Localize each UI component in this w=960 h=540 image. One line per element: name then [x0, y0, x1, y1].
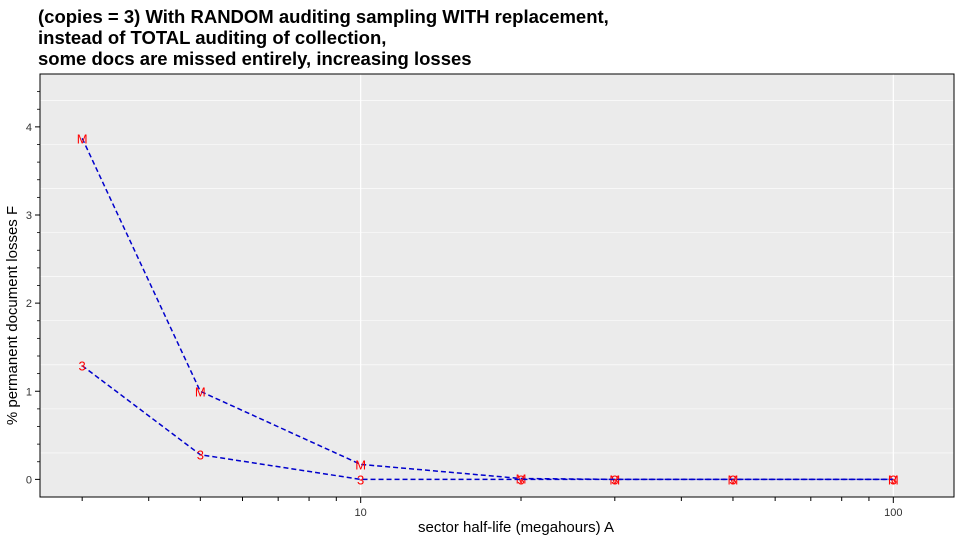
chart-title-line-1: (copies = 3) With RANDOM auditing sampli…: [38, 6, 609, 27]
series-point-label: 3: [611, 472, 618, 487]
chart-title: (copies = 3) With RANDOM auditing sampli…: [38, 6, 609, 69]
series-point-label: M: [77, 131, 88, 146]
series-point-label: 3: [357, 472, 364, 487]
series-point-label: 3: [729, 472, 736, 487]
grid-lines: [40, 74, 954, 497]
x-tick-label: 10: [355, 507, 367, 519]
series-point-label: 3: [890, 472, 897, 487]
series-point-label: M: [888, 472, 899, 487]
plot-panel: [40, 74, 954, 497]
series-point-label: 3: [79, 359, 86, 374]
y-tick-label: 4: [26, 122, 32, 134]
series-point-label: M: [195, 384, 206, 399]
series-point-label: M: [516, 471, 527, 486]
series-point-label: 3: [197, 448, 204, 463]
x-axis-title: sector half-life (megahours) A: [418, 519, 614, 536]
axes: 10 100 0 1 2 3 4: [26, 73, 955, 519]
y-axis-title: % permanent document losses F: [4, 206, 21, 425]
y-tick-label: 1: [26, 386, 32, 398]
y-tick-label: 0: [26, 474, 32, 486]
chart-title-line-2: instead of TOTAL auditing of collection,: [38, 27, 387, 48]
chart-title-line-3: some docs are missed entirely, increasin…: [38, 48, 472, 69]
y-tick-label: 3: [26, 210, 32, 222]
series-point-label: 3: [517, 472, 524, 487]
x-tick-label: 100: [884, 507, 902, 519]
series-point-label: M: [355, 457, 366, 472]
y-tick-label: 2: [26, 298, 32, 310]
series-line: [81, 365, 894, 481]
